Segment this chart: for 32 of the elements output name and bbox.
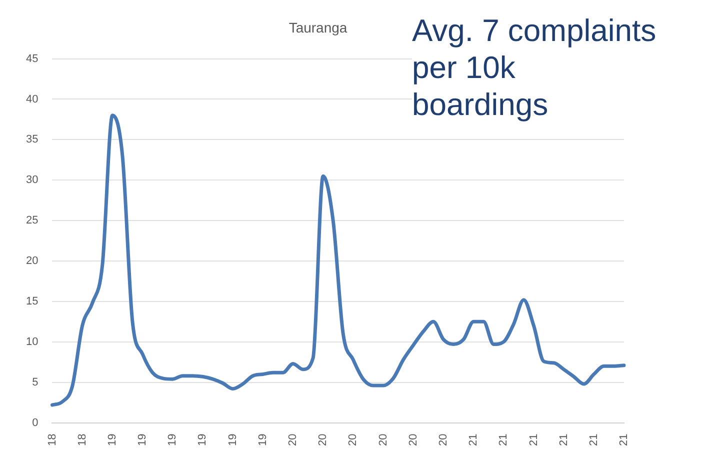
x-tick-label: 19: [136, 434, 149, 446]
x-tick-label: 20: [377, 434, 390, 446]
x-tick-label: 21: [528, 434, 540, 446]
x-tick-label: 18: [46, 434, 58, 446]
y-tick-label: 30: [26, 174, 38, 186]
x-tick-label: 21: [618, 434, 630, 446]
x-tick-label: 19: [166, 434, 179, 446]
chart-title: Tauranga: [288, 19, 348, 36]
x-tick-label: 20: [407, 434, 420, 446]
y-tick-label: 5: [32, 376, 38, 388]
x-tick-label: 20: [437, 434, 450, 446]
x-tick-label: 19: [226, 434, 239, 446]
y-tick-label: 0: [32, 416, 38, 429]
x-tick-label: 19: [196, 434, 209, 446]
x-tick-label: 20: [347, 434, 360, 446]
y-tick-label: 45: [26, 52, 38, 65]
x-tick-label: 19: [256, 434, 269, 446]
x-tick-label: 21: [588, 434, 600, 446]
x-tick-label: 18: [76, 434, 88, 446]
x-tick-label: 19: [106, 434, 118, 446]
y-tick-label: 20: [26, 255, 38, 268]
x-tick-label: 21: [558, 434, 570, 446]
x-tick-label: 21: [468, 434, 480, 446]
y-tick-label: 40: [26, 93, 38, 106]
y-tick-label: 35: [26, 134, 38, 146]
y-tick-label: 15: [26, 295, 38, 308]
x-tick-label: 21: [498, 434, 510, 446]
y-tick-label: 25: [26, 214, 38, 227]
annotation: Avg. 7 complaints per 10k boardings: [412, 12, 656, 123]
y-tick-label: 10: [26, 336, 38, 348]
x-tick-label: 20: [317, 434, 330, 446]
x-tick-label: 20: [287, 434, 300, 446]
